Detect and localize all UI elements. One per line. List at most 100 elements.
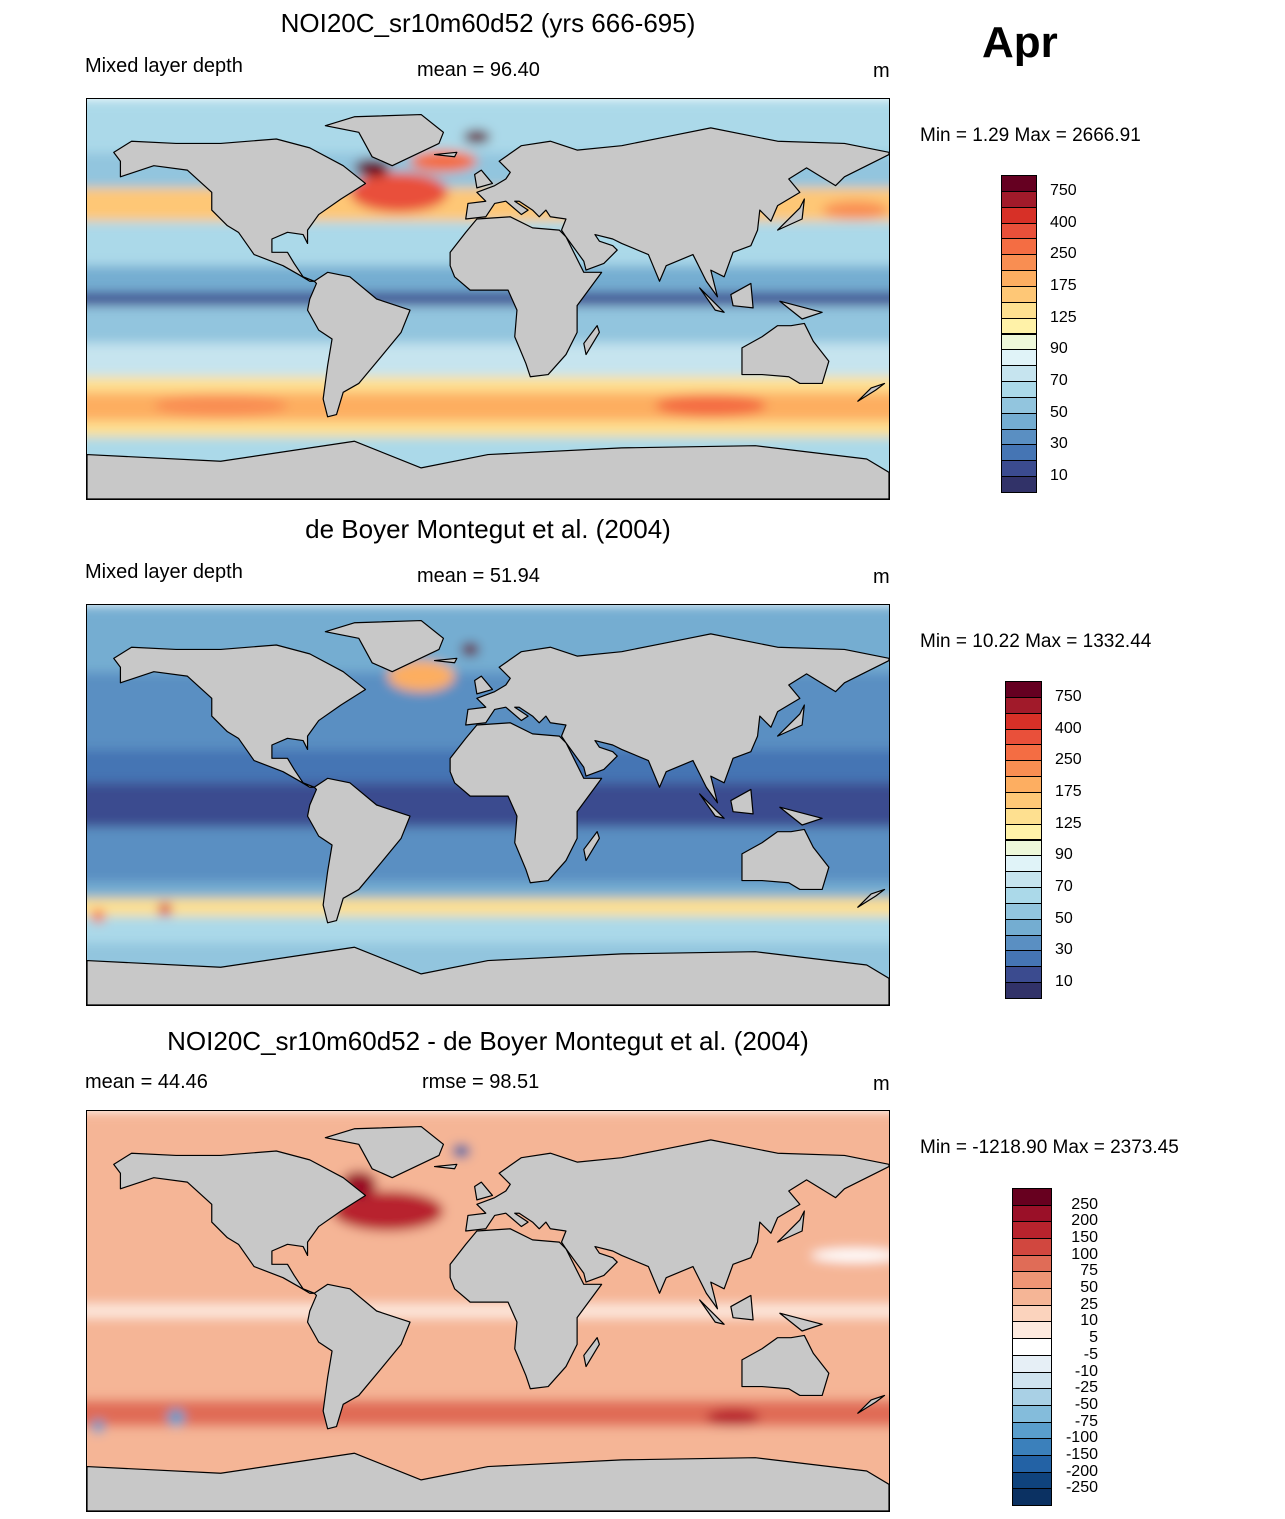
colorbar-box	[1012, 1321, 1052, 1340]
landmass	[780, 301, 822, 319]
colorbar-box	[1012, 1288, 1052, 1306]
colorbar-label: 70	[1055, 878, 1073, 896]
colorbar-box	[1005, 887, 1042, 904]
colorbar-label: 5	[1089, 1329, 1098, 1347]
landmass	[731, 283, 753, 307]
panel-3-mean: mean = 44.46	[85, 1071, 208, 1093]
landmass	[114, 139, 366, 281]
colorbar-label: 250	[1055, 751, 1082, 769]
colorbar-box	[1005, 807, 1042, 825]
panel-2-units: m	[873, 566, 890, 588]
field-anomaly	[822, 201, 889, 219]
panel-3-rmse: rmse = 98.51	[422, 1071, 540, 1093]
field-band	[87, 292, 889, 306]
colorbar-box	[1005, 760, 1042, 778]
landmass	[450, 1229, 601, 1389]
panel-1-left-string: Mixed layer depth	[85, 55, 243, 77]
colorbar-box	[1001, 349, 1037, 367]
landmass	[858, 889, 885, 907]
map-canvas	[87, 1111, 889, 1511]
panel-3-minmax: Min = -1218.90 Max = 2373.45	[920, 1137, 1179, 1158]
colorbar-label: 125	[1050, 308, 1077, 326]
colorbar-box	[1012, 1404, 1052, 1423]
landmass	[780, 807, 822, 825]
landmass	[700, 1300, 725, 1324]
colorbar-label: 175	[1055, 782, 1082, 800]
landmass	[308, 272, 410, 416]
panel-2-mean: mean = 51.94	[417, 565, 540, 587]
colorbar-box	[1005, 681, 1042, 698]
landmass	[584, 326, 600, 355]
colorbar-box	[1005, 712, 1042, 730]
landmass	[114, 1151, 366, 1293]
field-band	[87, 376, 889, 393]
landmass	[87, 947, 889, 1005]
colorbar-label: -100	[1065, 1429, 1098, 1447]
colorbar-label: 10	[1080, 1312, 1098, 1330]
panel-1-title: NOI20C_sr10m60d52 (yrs 666-695)	[280, 8, 696, 38]
colorbar-box	[1012, 1204, 1052, 1223]
landmass	[308, 778, 410, 922]
field-anomaly	[655, 394, 767, 417]
landmass	[731, 1295, 753, 1319]
panel-2-left-string: Mixed layer depth	[85, 561, 243, 583]
landmass	[858, 1395, 885, 1413]
field-anomaly	[706, 1408, 760, 1427]
field-anomaly	[91, 909, 105, 923]
colorbar-label: 10	[1055, 973, 1073, 991]
colorbar-box	[1012, 1338, 1052, 1356]
field-anomaly	[167, 1408, 186, 1427]
colorbar-box	[1012, 1238, 1052, 1256]
field-anomaly	[463, 130, 491, 144]
landmass	[778, 1211, 805, 1242]
colorbar-label: 400	[1055, 719, 1082, 737]
colorbar-box	[1012, 1471, 1052, 1490]
panel-2-title: de Boyer Montegut et al. (2004)	[305, 514, 671, 544]
landmass	[584, 832, 600, 861]
field-anomaly	[91, 1419, 105, 1434]
colorbar-box	[1012, 1438, 1052, 1456]
colorbar-box	[1005, 839, 1042, 857]
colorbar-box	[1001, 222, 1037, 240]
colorbar-label: -250	[1065, 1479, 1098, 1497]
colorbar-label: -50	[1074, 1395, 1098, 1413]
colorbar-box	[1012, 1488, 1052, 1506]
landmass	[435, 658, 457, 662]
colorbar-box	[1005, 950, 1042, 968]
month-label: Apr	[982, 18, 1058, 67]
colorbar-label: 30	[1055, 941, 1073, 959]
field-anomaly	[332, 1191, 444, 1231]
colorbar-box	[1005, 966, 1042, 984]
colorbar-box	[1001, 270, 1037, 287]
colorbar-box	[1005, 902, 1042, 920]
colorbar-label: -25	[1074, 1379, 1098, 1397]
field-anomaly	[387, 660, 455, 692]
landmass	[778, 199, 805, 230]
landmass	[700, 794, 725, 818]
colorbar-box	[1001, 317, 1037, 335]
landmass	[466, 1140, 889, 1309]
field-band	[87, 1399, 889, 1427]
colorbar-label: -200	[1065, 1462, 1098, 1480]
field-band	[87, 916, 889, 943]
landmass	[325, 1127, 443, 1178]
colorbar-box	[1005, 728, 1042, 746]
colorbar-box	[1001, 396, 1037, 414]
colorbar-box	[1005, 823, 1042, 841]
landmass	[450, 217, 601, 377]
colorbar-box	[1012, 1188, 1052, 1206]
panel-1-units: m	[873, 60, 890, 82]
panel-2-map	[86, 604, 890, 1006]
panel-2-minmax: Min = 10.22 Max = 1332.44	[920, 631, 1152, 652]
landmass	[742, 829, 829, 889]
field-band	[87, 898, 889, 917]
colorbar-box	[1001, 365, 1037, 383]
landmass	[466, 634, 889, 803]
field-anomaly	[158, 902, 172, 917]
colorbar-label: 250	[1050, 245, 1077, 263]
colorbar-box	[1012, 1354, 1052, 1373]
landmass	[742, 323, 829, 383]
landmass	[325, 621, 443, 672]
field-anomaly	[354, 159, 390, 177]
landmass	[87, 441, 889, 499]
